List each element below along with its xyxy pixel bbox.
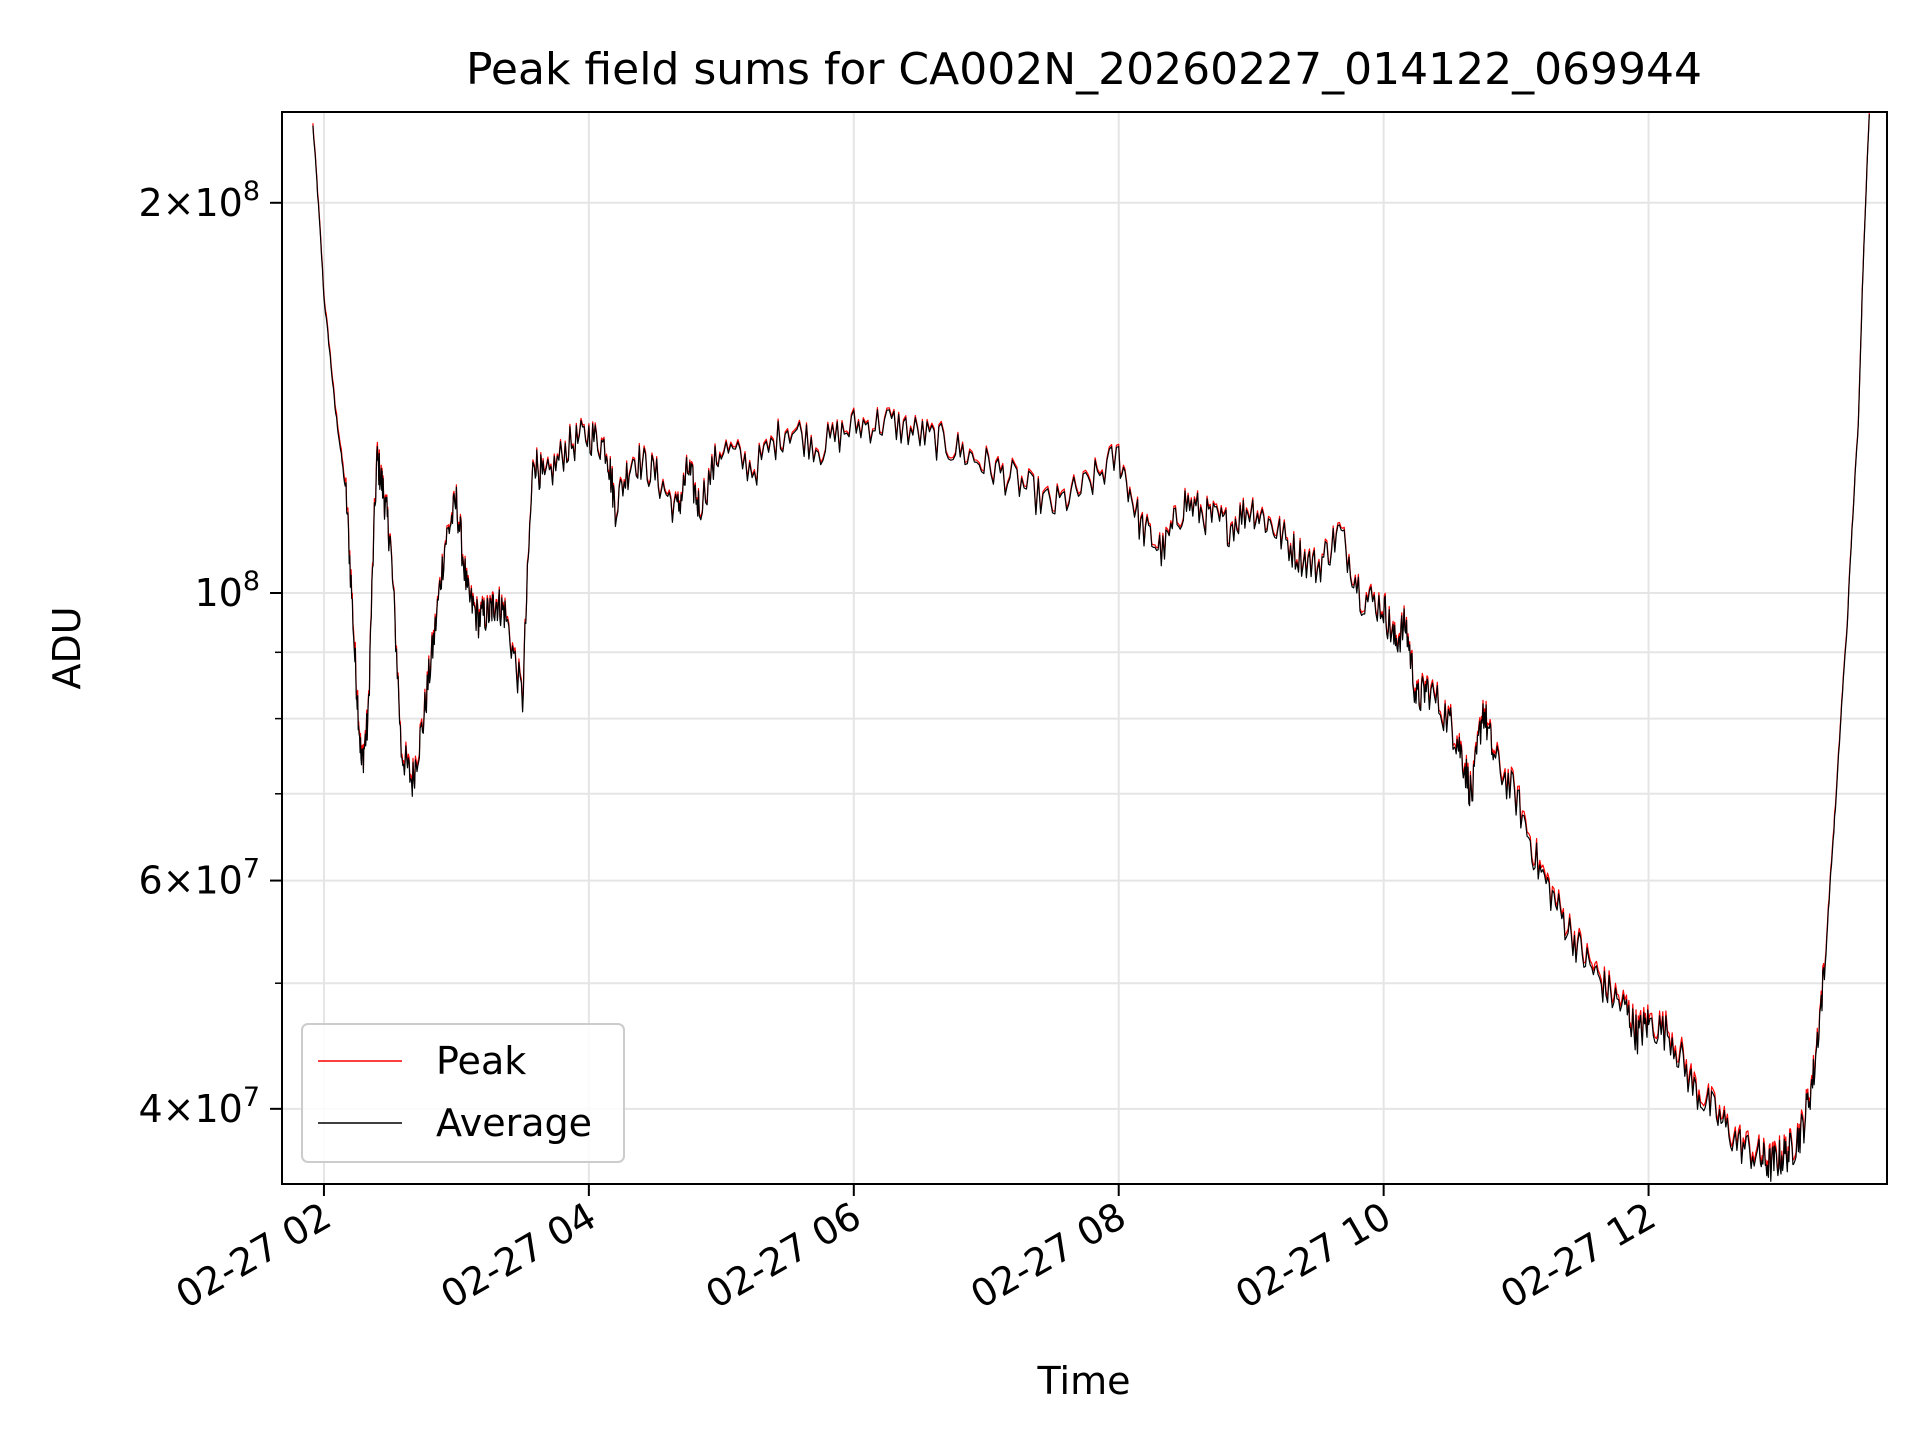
legend-box — [301, 1023, 625, 1163]
series-line-average — [312, 114, 1870, 1182]
y-axis-label: ADU — [45, 606, 89, 689]
y-axis: 2×108 108 6×107 4×107 — [138, 176, 282, 1131]
legend-label-peak: Peak — [436, 1039, 526, 1083]
y-tick-label: 6×107 — [138, 854, 260, 903]
y-tick-label: 2×108 — [138, 176, 260, 225]
legend: Peak Average — [301, 1023, 625, 1163]
data-lines — [312, 112, 1870, 1182]
legend-label-average: Average — [436, 1101, 592, 1145]
chart-title: Peak field sums for CA002N_20260227_0141… — [466, 44, 1702, 95]
x-axis-label: Time — [1037, 1359, 1131, 1403]
plot-area-frame — [281, 111, 1888, 1185]
y-tick-label: 4×107 — [138, 1082, 260, 1131]
y-tick-label: 108 — [194, 566, 260, 615]
